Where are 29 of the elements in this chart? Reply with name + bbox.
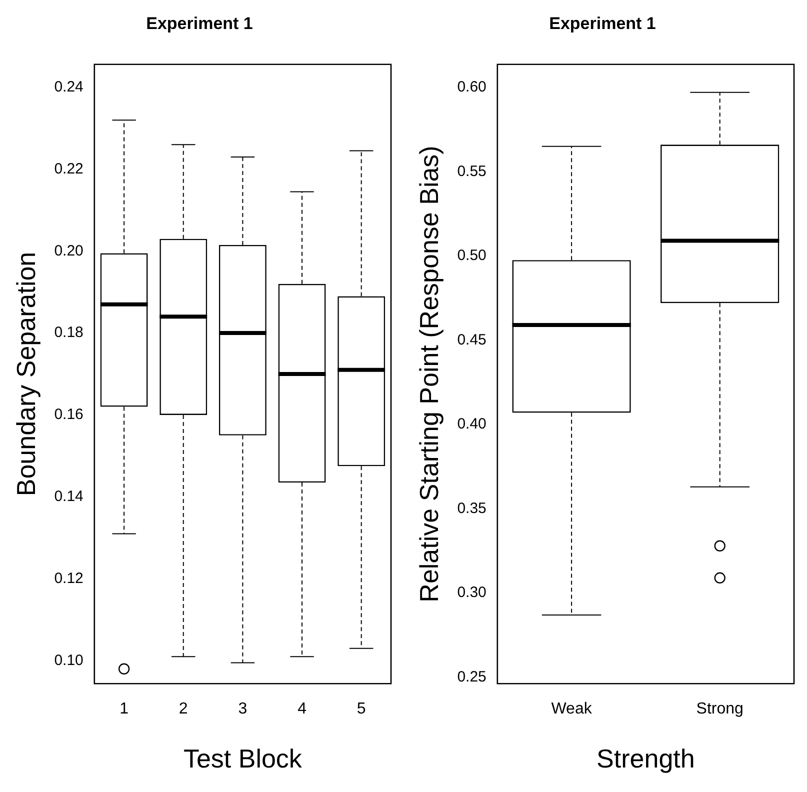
y-tick-label: 0.16 (54, 406, 84, 424)
x-tick-label: Strong (696, 700, 744, 718)
y-tick-label: 0.20 (54, 242, 84, 260)
y-tick-label: 0.10 (54, 652, 84, 669)
y-tick-label: 0.40 (457, 416, 486, 433)
y-tick-label: 0.45 (457, 331, 486, 348)
y-tick-label: 0.22 (54, 160, 84, 178)
x-tick-label: 3 (238, 700, 248, 718)
y-tick-label: 0.25 (457, 668, 486, 686)
y-tick-label: 0.12 (54, 570, 84, 587)
y-axis-title: Relative Starting Point (Response Bias) (414, 146, 444, 602)
x-tick-label: 2 (178, 700, 188, 718)
x-tick-label: 1 (120, 700, 129, 718)
x-tick-label: Weak (551, 700, 593, 718)
x-axis-title: Strength (596, 744, 695, 774)
x-tick-label: 4 (298, 700, 307, 718)
y-tick-label: 0.24 (54, 78, 84, 96)
y-tick-label: 0.55 (457, 162, 486, 180)
y-tick-label: 0.18 (54, 324, 84, 342)
y-tick-label: 0.14 (54, 488, 84, 505)
y-axis-title: Boundary Separation (10, 252, 41, 496)
y-tick-label: 0.35 (457, 500, 486, 517)
y-tick-label: 0.30 (457, 584, 486, 602)
y-tick-label: 0.60 (457, 78, 486, 96)
chart-title: Experiment 1 (549, 14, 656, 33)
chart-title: Experiment 1 (146, 14, 253, 33)
x-axis-title: Test Block (183, 744, 303, 774)
x-tick-label: 5 (356, 700, 366, 718)
y-tick-label: 0.50 (457, 247, 486, 264)
